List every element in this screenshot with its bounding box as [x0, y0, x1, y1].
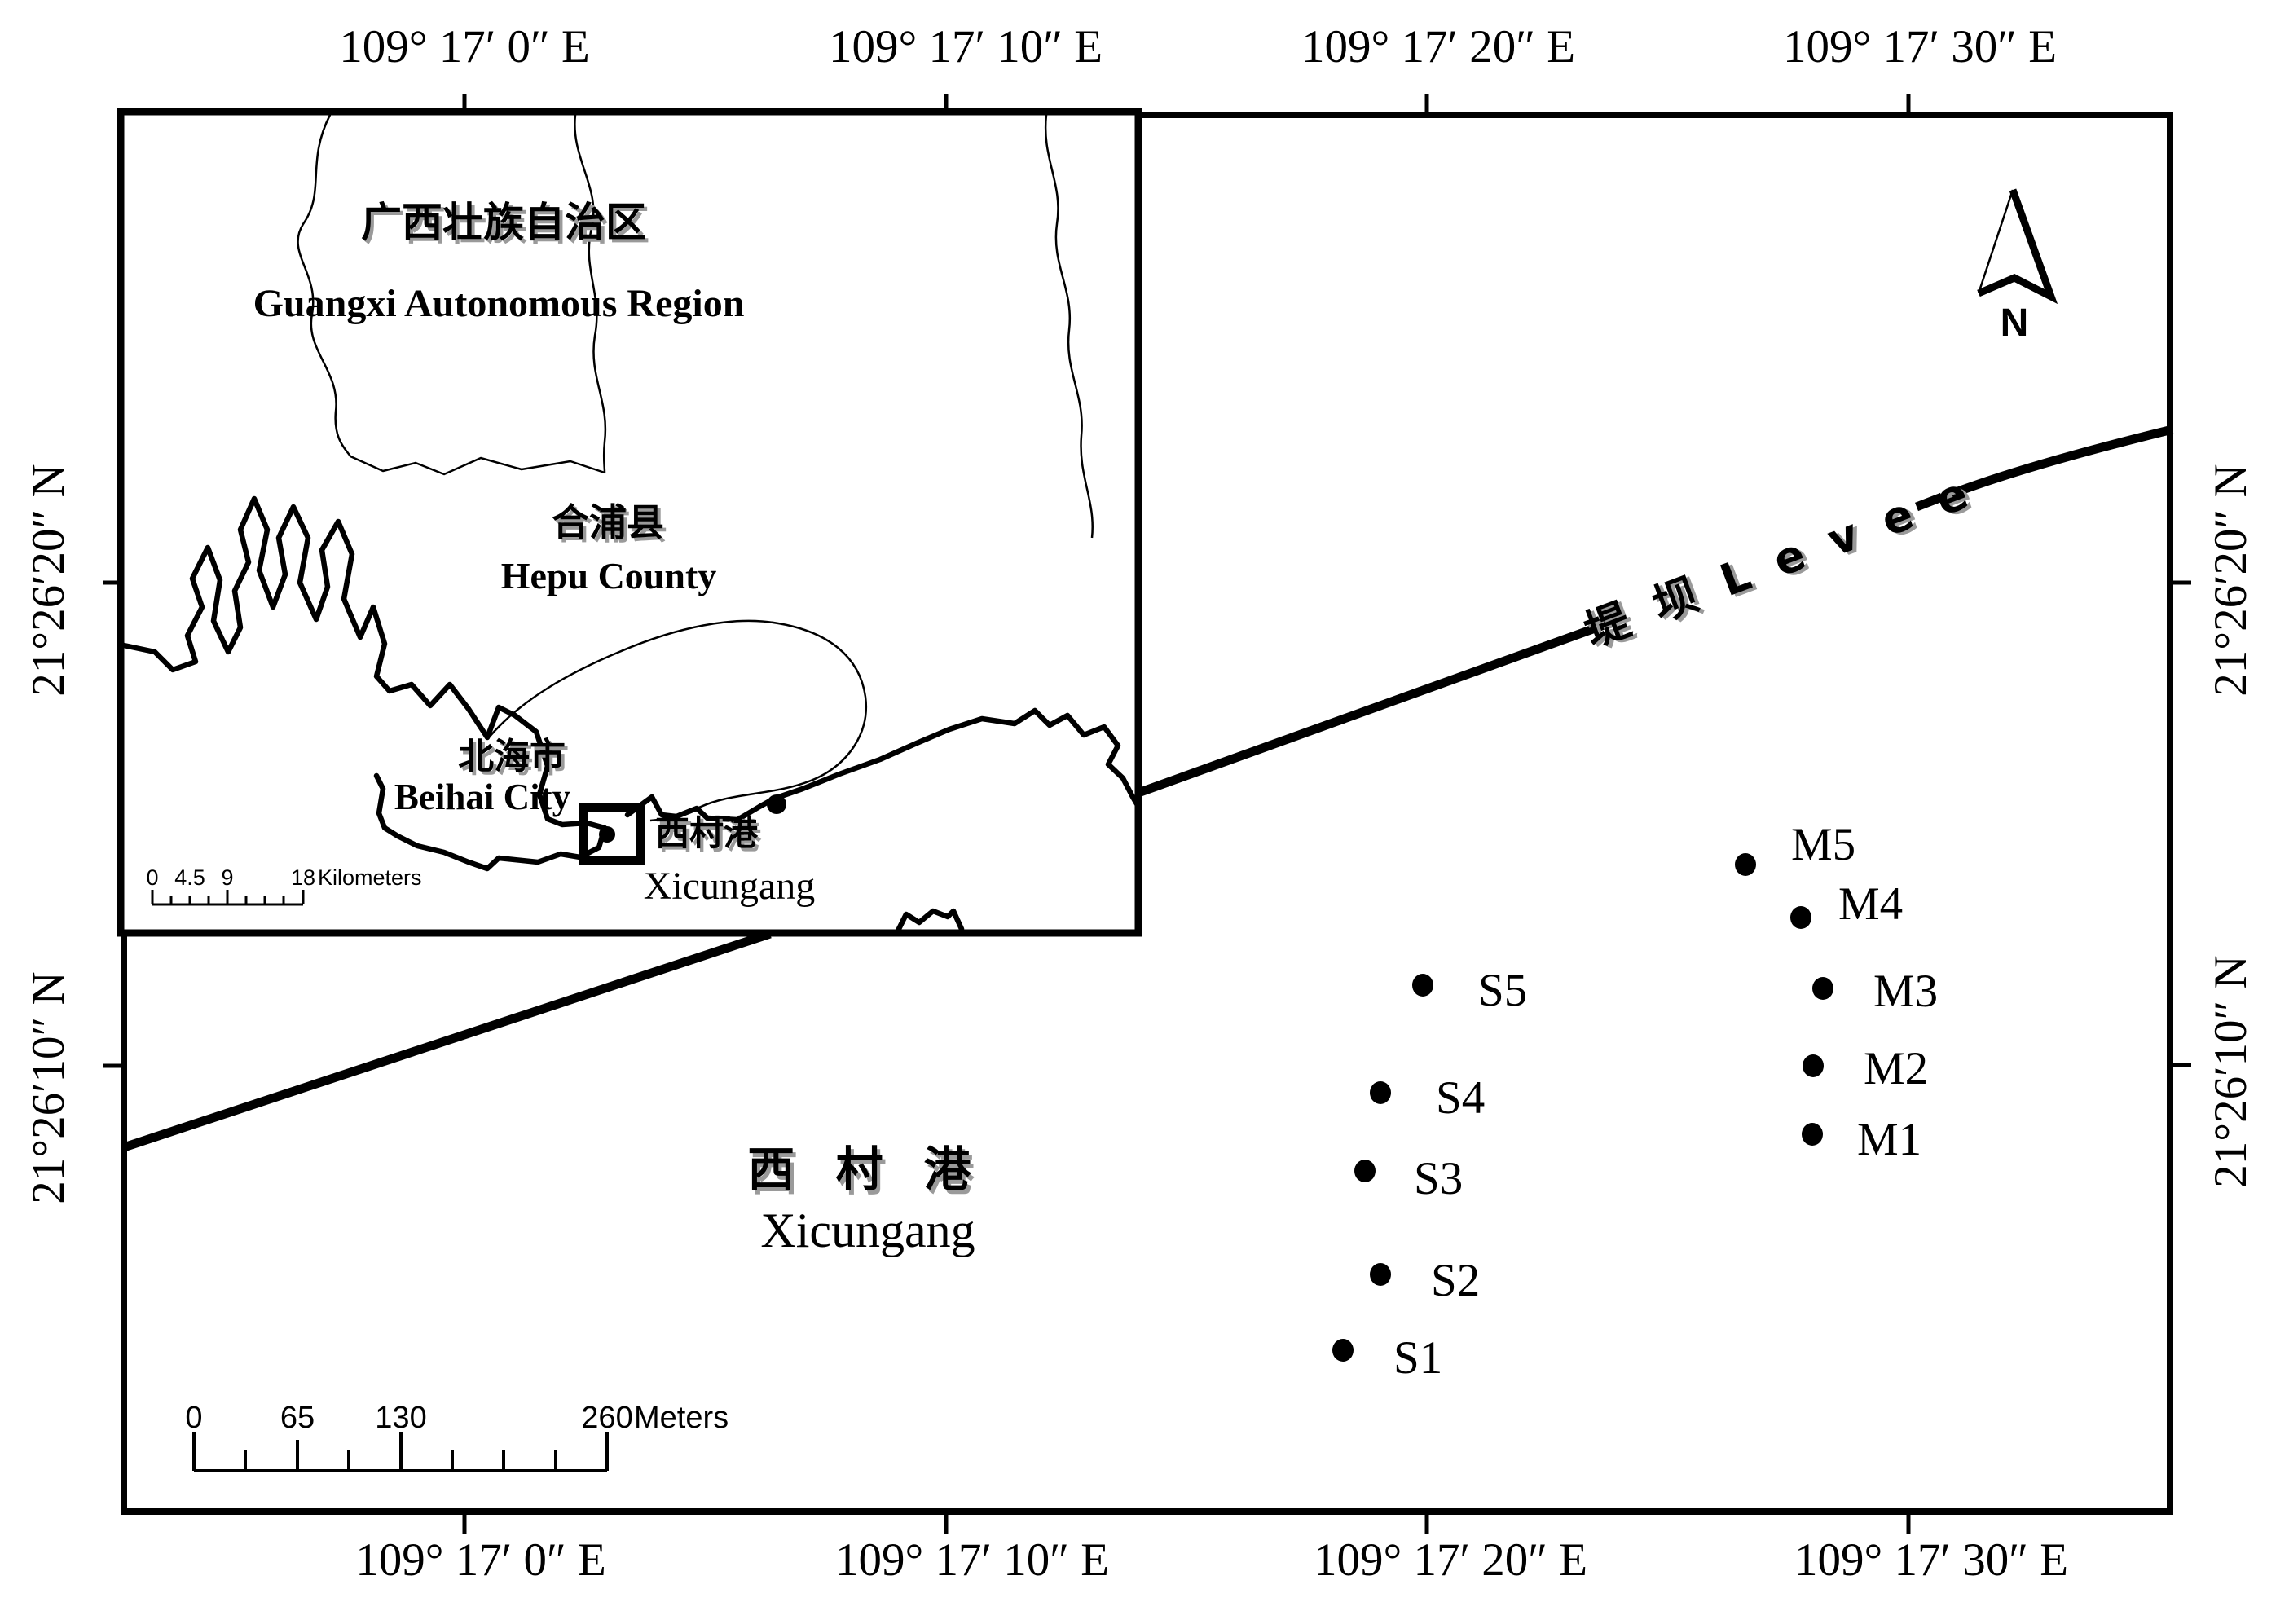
north-arrow: N [1977, 188, 2058, 345]
station-label-S4: S4 [1436, 1072, 1485, 1124]
inset-labels: 广西壮族自治区 广西壮族自治区 Guangxi Autonomous Regio… [253, 199, 816, 908]
inset-coastline [121, 495, 1142, 932]
scalebar-tick-0: 0 [185, 1401, 202, 1435]
station-label-S5: S5 [1478, 965, 1527, 1016]
north-arrow-right-edge [1977, 188, 2058, 305]
study-area-dot [599, 826, 615, 843]
axis-top-3: 109° 17′ 30″ E [1783, 21, 2057, 73]
station-dot-M4 [1790, 906, 1811, 929]
north-arrow-left-edge [1977, 189, 2014, 294]
station-dot-S5 [1412, 974, 1433, 997]
station-label-M1: M1 [1857, 1114, 1921, 1165]
scalebar-unit: Meters [634, 1401, 729, 1435]
inset-scalebar-unit: Kilometers [318, 865, 422, 890]
inset-map: 广西壮族自治区 广西壮族自治区 Guangxi Autonomous Regio… [117, 108, 1142, 937]
station-label-S3: S3 [1414, 1153, 1463, 1204]
axis-bottom-1: 109° 17′ 10″ E [835, 1534, 1109, 1586]
axis-bottom-0: 109° 17′ 0″ E [355, 1534, 606, 1586]
inset-region-zh-shadow: 广西壮族自治区 [364, 202, 649, 249]
axis-right-1: 21°26′10″ N [2205, 955, 2256, 1187]
station-label-M4: M4 [1838, 878, 1903, 930]
inset-admin-boundaries [297, 114, 1094, 822]
axis-bottom-3: 109° 17′ 30″ E [1794, 1534, 2068, 1586]
scalebar-tick-130: 130 [375, 1401, 426, 1435]
inset-site-zh: 西村港 [655, 813, 759, 853]
inset-city-dot [767, 794, 786, 814]
station-dot-S3 [1354, 1160, 1376, 1182]
station-dot-M1 [1802, 1123, 1823, 1146]
axis-right-0: 21°26′20″ N [2205, 464, 2256, 696]
inset-site-en: Xicungang [644, 865, 816, 908]
station-label-M2: M2 [1864, 1043, 1928, 1094]
station-dot-M3 [1812, 977, 1833, 1000]
levee-line [122, 425, 2174, 1152]
inset-scalebar-tick-45: 4.5 [174, 865, 205, 890]
axis-top-1: 109° 17′ 10″ E [829, 21, 1103, 73]
north-arrow-body [1979, 190, 2051, 297]
axis-top-0: 109° 17′ 0″ E [339, 21, 590, 73]
main-place-labels: 西 村 港 西 村 港 Xicungang [747, 1142, 986, 1257]
inset-region-zh: 广西壮族自治区 [361, 199, 646, 246]
inset-city-zh: 北海市 [458, 736, 566, 777]
inset-county-zh-shadow: 合浦县 [555, 504, 667, 548]
main-scalebar: 0 65 130 260 Meters [185, 1401, 729, 1472]
inset-region-en: Guangxi Autonomous Region [253, 282, 745, 325]
main-place-en: Xicungang [760, 1204, 975, 1257]
inset-city-zh-shadow: 北海市 [461, 739, 569, 781]
axis-left-0: 21°26′20″ N [23, 464, 74, 696]
station-dot-M2 [1803, 1054, 1824, 1077]
north-arrow-label: N [2001, 301, 2029, 345]
axis-labels: 109° 17′ 0″ E 109° 17′ 10″ E 109° 17′ 20… [23, 21, 2256, 1586]
axis-top-2: 109° 17′ 20″ E [1301, 21, 1575, 73]
inset-scalebar-tick-9: 9 [221, 865, 233, 890]
station-dot-S4 [1370, 1081, 1391, 1104]
station-label-S2: S2 [1431, 1255, 1480, 1306]
station-label-M5: M5 [1791, 819, 1855, 870]
inset-scalebar: 0 4.5 9 18 Kilometers [146, 865, 422, 906]
inset-city-en: Beihai City [394, 777, 571, 817]
station-label-S1: S1 [1393, 1332, 1442, 1384]
main-place-zh: 西 村 港 [747, 1142, 983, 1197]
station-dot-M5 [1735, 853, 1756, 876]
stations-layer: S1 S2 S3 S4 S5 M1 M2 M3 M4 M5 [1332, 819, 1938, 1384]
inset-scalebar-tick-18: 18 [291, 865, 315, 890]
inset-site-zh-shadow: 西村港 [658, 816, 762, 856]
axis-left-1: 21°26′10″ N [23, 971, 74, 1204]
scalebar-tick-65: 65 [280, 1401, 315, 1435]
inset-frame [117, 108, 1142, 937]
study-area-box [579, 803, 645, 865]
station-dot-S2 [1370, 1263, 1391, 1286]
inset-county-en: Hepu County [501, 555, 717, 596]
station-label-M3: M3 [1873, 966, 1938, 1017]
axis-bottom-2: 109° 17′ 20″ E [1314, 1534, 1587, 1586]
main-place-zh-shadow: 西 村 港 [751, 1146, 986, 1201]
inset-county-zh: 合浦县 [552, 500, 664, 544]
inset-scalebar-tick-0: 0 [146, 865, 158, 890]
station-dot-S1 [1332, 1339, 1354, 1362]
scalebar-tick-260: 260 [581, 1401, 632, 1435]
